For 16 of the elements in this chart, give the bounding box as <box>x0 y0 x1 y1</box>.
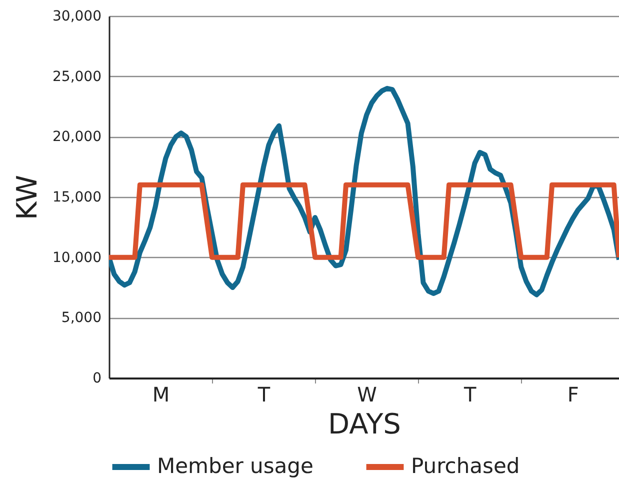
legend-label: Purchased <box>411 454 520 478</box>
x-tick-label: T <box>462 382 477 406</box>
x-tick-label: M <box>152 382 170 406</box>
x-tick-label: W <box>357 382 378 406</box>
y-axis-title: KW <box>10 174 44 220</box>
y-tick-label: 30,000 <box>52 8 102 24</box>
y-tick-label: 20,000 <box>52 129 102 146</box>
x-tick-label: F <box>567 382 579 406</box>
y-tick-label: 15,000 <box>52 190 102 206</box>
y-tick-label: 25,000 <box>52 68 102 85</box>
x-tick-label: T <box>256 382 271 406</box>
x-axis-title: DAYS <box>328 408 401 440</box>
y-tick-label: 5,000 <box>61 310 102 326</box>
y-tick-label: 0 <box>92 370 102 386</box>
y-tick-label: 10,000 <box>52 250 102 266</box>
legend-label: Member usage <box>157 454 314 478</box>
